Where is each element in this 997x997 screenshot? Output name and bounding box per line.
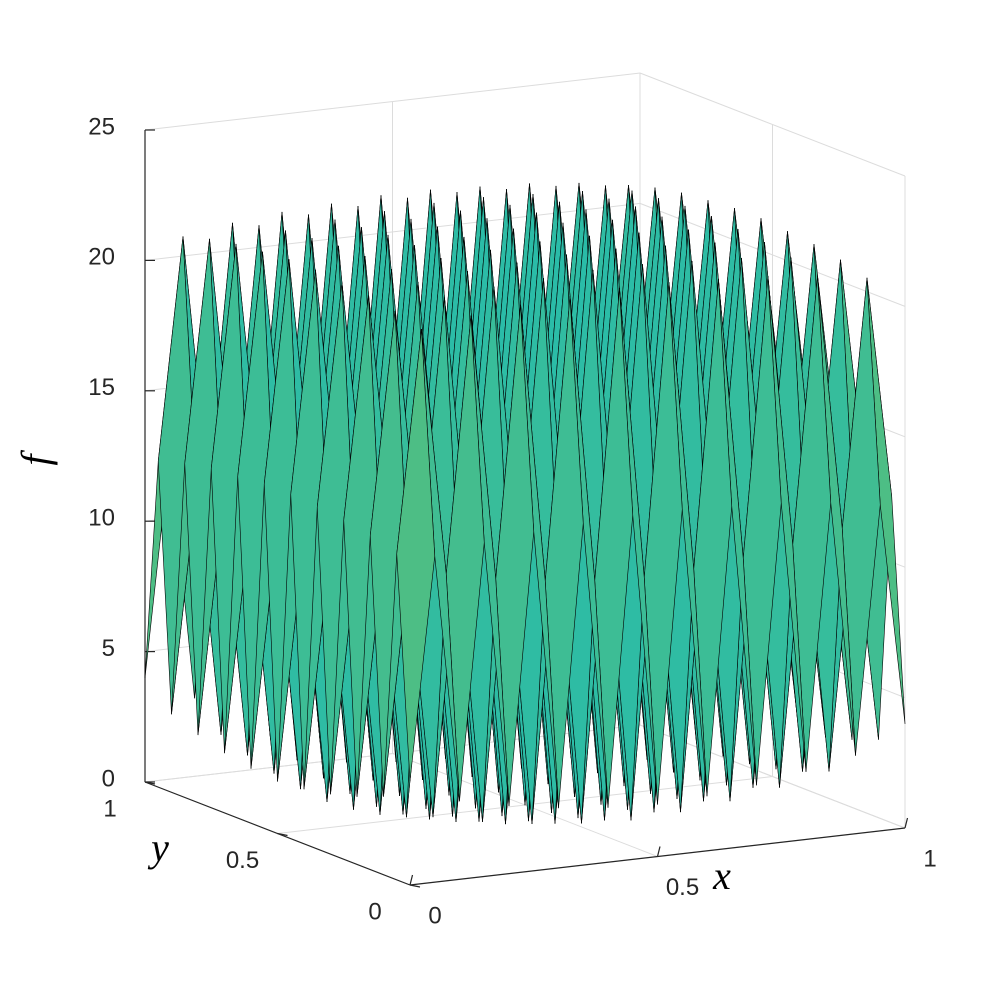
z-tick-label: 25: [88, 113, 115, 140]
x-tick-label: 1: [923, 845, 936, 872]
z-tick-label: 0: [102, 765, 115, 792]
y-tick-label: 0.5: [226, 847, 259, 874]
x-tick-label: 0.5: [666, 874, 699, 901]
z-tick-label: 15: [88, 374, 115, 401]
surface-facet: [396, 329, 436, 781]
z-tick-label: 10: [88, 505, 115, 532]
z-tick-label: 20: [88, 244, 115, 271]
x-axis-label: x: [712, 853, 731, 898]
x-tick: [409, 874, 414, 886]
y-tick: [277, 832, 288, 837]
y-tick: [144, 781, 156, 785]
y-tick-label: 1: [103, 795, 116, 822]
y-tick: [409, 884, 421, 888]
grid-line: [144, 72, 641, 131]
z-tick-label: 5: [102, 635, 115, 662]
grid-line: [639, 72, 906, 177]
z-axis-label: f: [13, 450, 58, 466]
y-axis-label: y: [147, 825, 169, 870]
x-tick-label: 0: [428, 902, 441, 929]
x-tick: [904, 817, 909, 829]
x-tick: [656, 846, 661, 857]
y-tick-label: 0: [368, 898, 381, 925]
